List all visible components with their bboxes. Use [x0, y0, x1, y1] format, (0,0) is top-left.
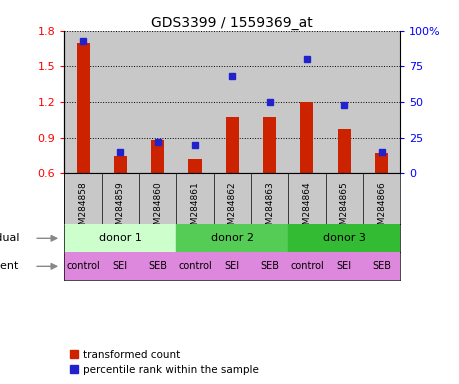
- Bar: [213, 31, 251, 173]
- Legend: transformed count, percentile rank within the sample: transformed count, percentile rank withi…: [69, 350, 258, 375]
- Bar: [64, 252, 101, 280]
- Bar: [251, 252, 288, 280]
- Bar: [225, 118, 238, 173]
- Bar: [139, 31, 176, 173]
- Text: control: control: [290, 261, 323, 271]
- Bar: [151, 140, 164, 173]
- Text: donor 1: donor 1: [99, 233, 141, 243]
- Bar: [300, 102, 313, 173]
- Bar: [362, 252, 399, 280]
- Bar: [325, 252, 362, 280]
- Bar: [362, 31, 399, 173]
- Text: control: control: [66, 261, 100, 271]
- Bar: [288, 224, 399, 252]
- Bar: [288, 31, 325, 173]
- Bar: [337, 129, 350, 173]
- Bar: [64, 224, 176, 252]
- Text: GSM284860: GSM284860: [153, 181, 162, 236]
- Text: agent: agent: [0, 261, 19, 271]
- Text: donor 3: donor 3: [322, 233, 365, 243]
- Bar: [176, 31, 213, 173]
- Text: GSM284858: GSM284858: [78, 181, 87, 236]
- Text: control: control: [178, 261, 212, 271]
- Text: SEI: SEI: [224, 261, 239, 271]
- Text: GSM284864: GSM284864: [302, 181, 311, 236]
- Bar: [76, 43, 90, 173]
- Text: individual: individual: [0, 233, 19, 243]
- Bar: [64, 31, 101, 173]
- Bar: [139, 252, 176, 280]
- Bar: [288, 252, 325, 280]
- Text: SEI: SEI: [112, 261, 128, 271]
- Text: SEB: SEB: [371, 261, 390, 271]
- Bar: [263, 118, 275, 173]
- Bar: [176, 252, 213, 280]
- Bar: [213, 252, 251, 280]
- Bar: [101, 252, 139, 280]
- Bar: [251, 31, 288, 173]
- Text: GSM284863: GSM284863: [264, 181, 274, 236]
- Text: GSM284865: GSM284865: [339, 181, 348, 236]
- Text: GSM284862: GSM284862: [227, 181, 236, 236]
- Text: donor 2: donor 2: [210, 233, 253, 243]
- Text: GSM284866: GSM284866: [376, 181, 385, 236]
- Text: SEI: SEI: [336, 261, 351, 271]
- Text: GSM284859: GSM284859: [116, 181, 124, 236]
- Bar: [188, 159, 201, 173]
- Bar: [176, 224, 288, 252]
- Bar: [374, 153, 387, 173]
- Bar: [113, 156, 127, 173]
- Text: SEB: SEB: [259, 261, 279, 271]
- Bar: [325, 31, 362, 173]
- Text: GSM284861: GSM284861: [190, 181, 199, 236]
- Bar: [101, 31, 139, 173]
- Text: SEB: SEB: [148, 261, 167, 271]
- Title: GDS3399 / 1559369_at: GDS3399 / 1559369_at: [151, 16, 313, 30]
